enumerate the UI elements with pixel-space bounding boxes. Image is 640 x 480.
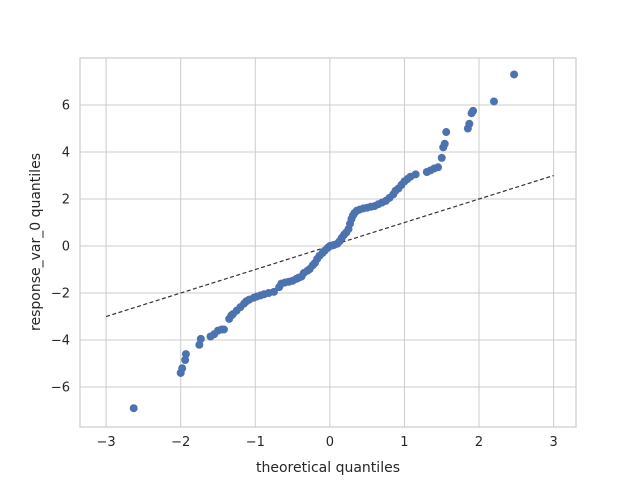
data-point	[434, 163, 443, 172]
data-point	[437, 153, 446, 162]
data-points	[129, 70, 519, 413]
data-point	[469, 106, 478, 115]
x-tick-label: 3	[549, 435, 557, 450]
y-tick-label: 4	[62, 146, 70, 161]
x-tick-label: −1	[246, 435, 265, 450]
data-point	[489, 97, 498, 106]
x-tick-label: 2	[475, 435, 483, 450]
data-point	[181, 356, 190, 365]
data-point	[442, 128, 451, 137]
y-tick-labels: −6 −4 −2 0 2 4 6	[51, 99, 70, 396]
data-point	[440, 139, 449, 148]
plot-frame	[79, 57, 577, 428]
x-tick-labels: −3 −2 −1 0 1 2 3	[97, 435, 558, 450]
x-tick-label: −2	[171, 435, 190, 450]
data-point	[411, 170, 420, 179]
data-point	[510, 70, 519, 79]
data-point	[181, 350, 190, 359]
data-point	[465, 119, 474, 128]
x-tick-label: 0	[326, 435, 334, 450]
x-tick-label: −3	[97, 435, 116, 450]
y-tick-label: 0	[62, 240, 70, 255]
y-tick-label: 6	[62, 99, 70, 114]
data-point	[196, 334, 205, 343]
y-tick-label: −4	[51, 334, 70, 349]
y-axis-label: response_var_0 quantiles	[28, 153, 44, 331]
x-axis-label: theoretical quantiles	[256, 460, 400, 476]
data-point	[219, 325, 228, 334]
x-tick-label: 1	[400, 435, 408, 450]
y-tick-label: −6	[51, 381, 70, 396]
data-point	[269, 287, 278, 296]
data-point	[129, 404, 138, 413]
data-point	[178, 364, 187, 373]
y-tick-label: −2	[51, 287, 70, 302]
y-tick-label: 2	[62, 193, 70, 208]
